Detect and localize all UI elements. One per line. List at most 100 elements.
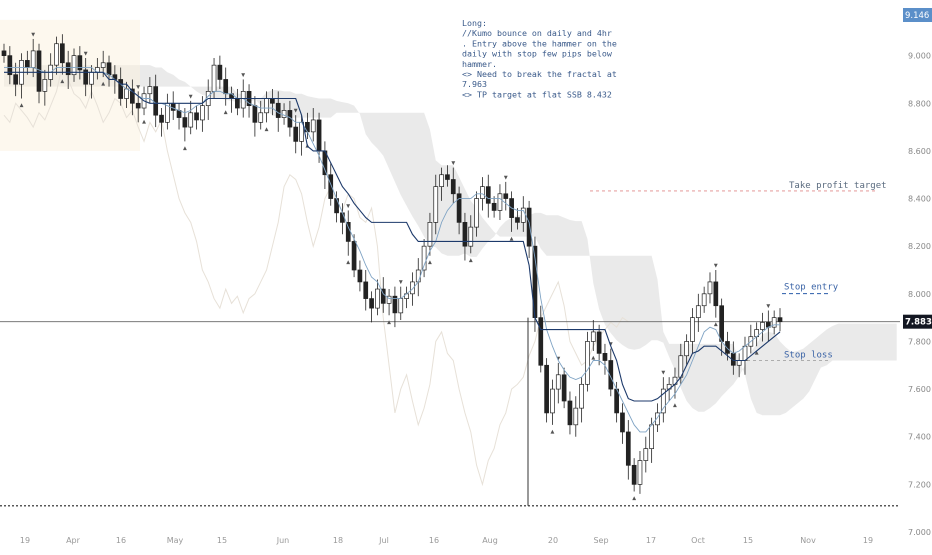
candle-body — [264, 98, 269, 114]
candle-body — [491, 202, 497, 211]
candle-body — [655, 412, 660, 426]
candle-body — [153, 86, 159, 116]
candle-body — [281, 110, 287, 118]
candle-body — [100, 62, 106, 68]
note-line: Long: — [462, 18, 487, 28]
fractal-marker: ▲ — [469, 257, 473, 263]
candle-body — [83, 69, 89, 85]
candle-body — [567, 400, 573, 426]
candle-body — [7, 55, 13, 76]
y-tick-label: 7.800 — [908, 337, 931, 346]
fractal-marker: ▲ — [714, 322, 718, 328]
candle-body — [415, 269, 421, 283]
x-tick-label: Jul — [378, 536, 389, 545]
candle-body — [462, 222, 468, 247]
y-tick-label: 8.400 — [908, 195, 931, 204]
fractal-marker: ▼ — [661, 370, 665, 376]
candle-body — [194, 112, 199, 121]
note-line: <> Need to break the fractal at — [462, 69, 617, 79]
fractal-marker: ▲ — [183, 145, 187, 151]
candle-body — [660, 388, 666, 414]
fractal-marker: ▲ — [142, 119, 146, 125]
candle-body — [602, 353, 608, 361]
candle-body — [316, 119, 322, 152]
candle-body — [357, 269, 363, 283]
candle-body — [631, 464, 637, 485]
candle-body — [649, 424, 654, 449]
fractal-marker: ▼ — [294, 108, 298, 114]
candle-body — [625, 431, 631, 466]
candle-body — [59, 43, 65, 64]
fractal-marker: ▼ — [241, 72, 245, 78]
candle-body — [13, 74, 19, 85]
price-axis-panel — [900, 0, 932, 550]
fractal-marker: ▼ — [451, 161, 455, 167]
x-tick-label: 20 — [548, 536, 558, 545]
top-price-label: 9.146 — [905, 11, 929, 21]
candle-body — [130, 88, 135, 104]
candle-body — [380, 288, 386, 304]
candle-body — [77, 55, 83, 71]
candle-body — [468, 226, 474, 247]
candle-body — [135, 102, 141, 109]
fractal-marker: ▼ — [31, 32, 35, 38]
fractal-marker: ▲ — [755, 350, 759, 356]
candle-body — [340, 212, 345, 223]
candle-body — [497, 193, 503, 211]
candle-body — [334, 198, 339, 214]
y-tick-label: 8.800 — [908, 99, 931, 108]
x-tick-label: Aug — [482, 536, 498, 545]
fractal-marker: ▲ — [101, 81, 105, 87]
candle-body — [147, 86, 153, 95]
x-tick-label: 18 — [333, 536, 343, 545]
fractal-marker: ▲ — [346, 260, 350, 266]
x-tick-label: May — [167, 536, 184, 545]
chikou-line — [3, 63, 629, 487]
candle-body — [760, 322, 765, 330]
candle-body — [310, 119, 316, 133]
x-tick-label: 16 — [429, 536, 439, 545]
candle-body — [124, 88, 129, 99]
candle-body — [713, 281, 719, 307]
fractal-marker: ▼ — [189, 94, 193, 100]
y-tick-label: 7.200 — [908, 480, 931, 489]
x-tick-label: Sep — [593, 536, 608, 545]
fractal-marker: ▲ — [387, 319, 391, 325]
candle-body — [386, 295, 392, 304]
fractal-marker: ▲ — [20, 103, 24, 109]
candle-body — [170, 102, 176, 111]
candle-body — [550, 388, 555, 414]
fractal-marker: ▼ — [766, 303, 770, 309]
candle-body — [701, 293, 707, 307]
candle-body — [450, 179, 456, 195]
candle-body — [54, 43, 59, 66]
candle-body — [182, 117, 188, 128]
candle-body — [771, 317, 777, 328]
candle-body — [235, 98, 240, 109]
candle-body — [30, 50, 36, 68]
x-tick-label: Oct — [691, 536, 705, 545]
x-tick-label: Nov — [800, 536, 816, 545]
candle-body — [421, 245, 427, 271]
fractal-marker: ▲ — [510, 236, 514, 242]
candle-body — [24, 60, 30, 68]
candle-body — [608, 360, 614, 390]
y-tick-label: 8.600 — [908, 147, 931, 156]
candle-body — [707, 281, 713, 295]
candle-body — [526, 207, 532, 247]
candle-body — [211, 64, 217, 92]
candle-body — [503, 193, 509, 199]
note-line: hammer. — [462, 59, 497, 69]
candle-body — [573, 407, 579, 426]
candle-body — [439, 174, 444, 187]
candle-body — [777, 317, 783, 323]
stop-entry-label: Stop entry — [784, 283, 839, 293]
candle-body — [89, 71, 94, 85]
fractal-marker: ▲ — [265, 126, 269, 132]
fractal-marker: ▼ — [399, 280, 403, 286]
candle-body — [1, 50, 7, 56]
note-line: //Kumo bounce on daily and 4hr — [462, 28, 612, 38]
fractal-marker: ▲ — [60, 79, 64, 85]
